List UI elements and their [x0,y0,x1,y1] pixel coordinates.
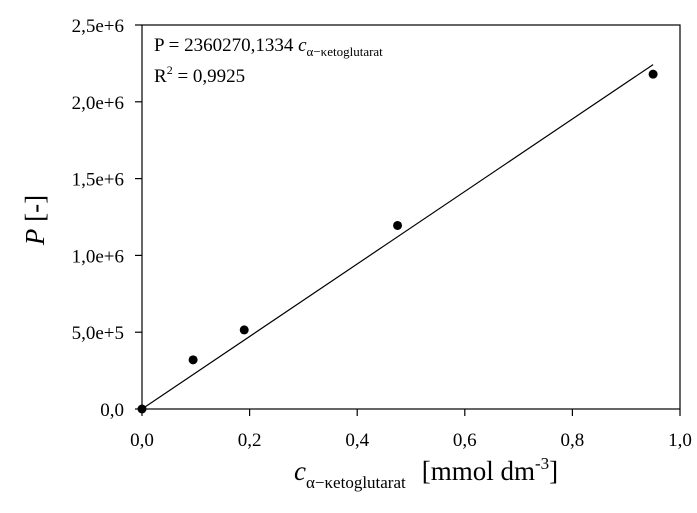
y-tick-label: 2,5e+6 [72,16,124,37]
y-axis-label: P [-] [20,195,50,246]
data-point-1 [137,404,147,414]
x-tick-label: 0,2 [238,430,262,451]
y-tick-label: 5,0e+5 [72,323,124,344]
axis-ticks [135,24,681,416]
r-squared-annotation: R2 = 0,9925 [154,63,245,87]
data-point-5 [648,69,658,79]
y-tick-label: 0,0 [100,400,124,421]
x-tick-label: 0,0 [130,430,154,451]
regression-line [141,64,654,410]
x-tick-label: 1,0 [668,430,692,451]
y-tick-label: 1,5e+6 [72,170,124,191]
y-tick-label: 2,0e+6 [72,93,124,114]
y-tick-label: 1,0e+6 [72,246,124,267]
x-tick-label: 0,4 [345,430,369,451]
data-point-2 [188,355,198,365]
data-points [137,69,658,414]
equation-annotation: P = 2360270,1334 cα−κetoglutarat [154,35,383,59]
data-point-3 [239,325,249,335]
x-axis-label: cα−κetoglutarat [mmol dm-3] [294,454,558,492]
x-tick-label: 0,8 [561,430,585,451]
x-tick-label: 0,6 [453,430,477,451]
plot-frame [141,24,681,410]
tick-labels: 0,0 0,2 0,4 0,6 0,8 1,0 0,0 5,0e+5 1,0e+6 1,5e+6 2… [72,16,692,451]
data-point-4 [393,220,403,230]
